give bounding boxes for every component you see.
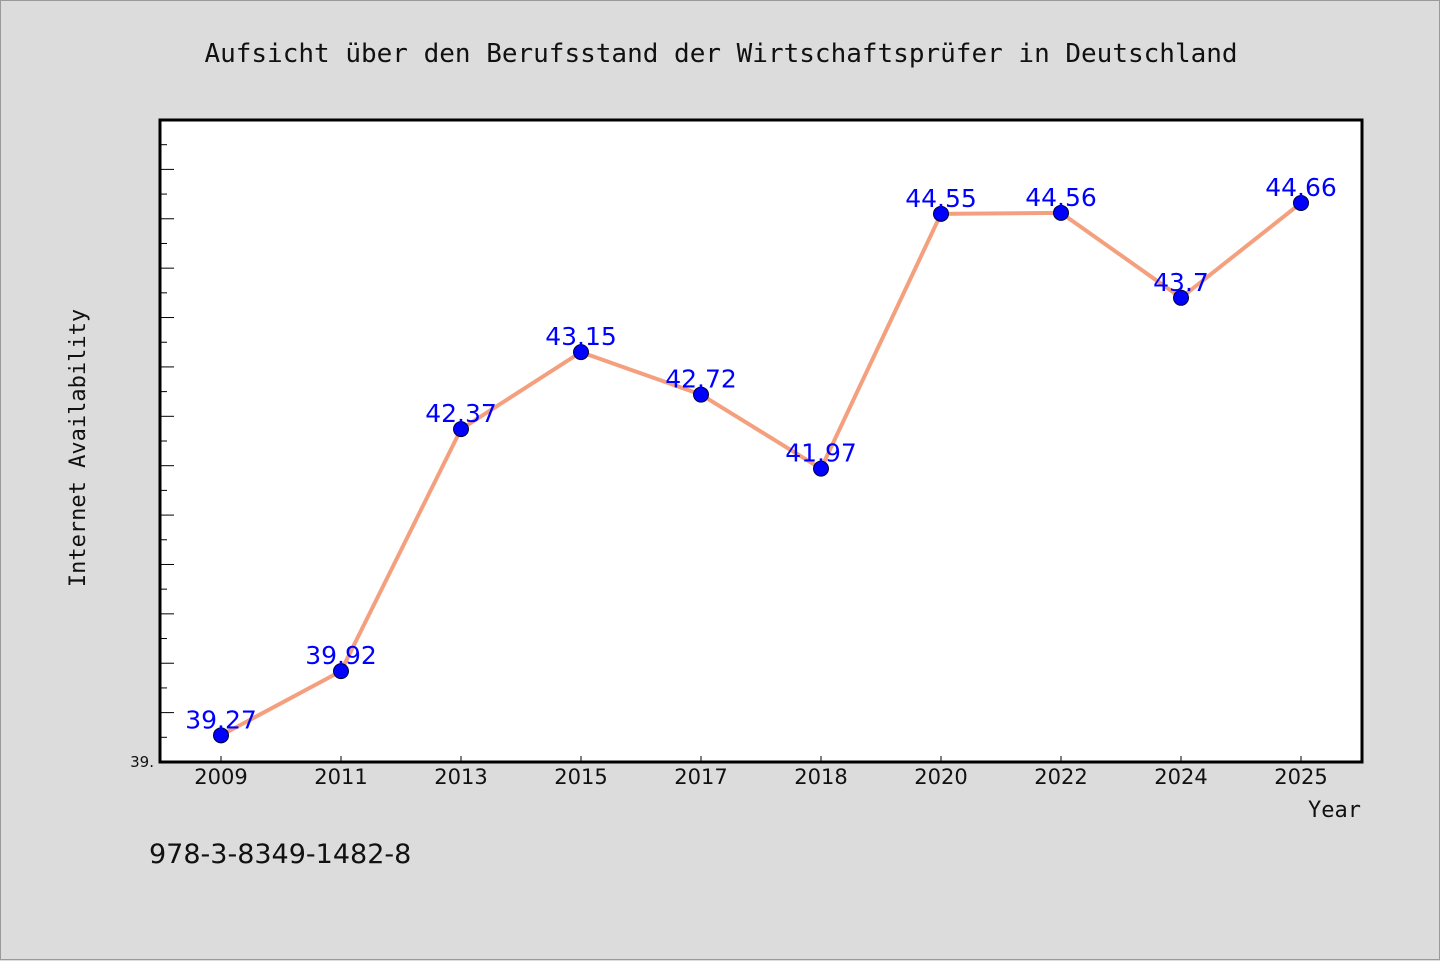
x-tick-label: 2013 [434,765,487,789]
x-axis-label: Year [1308,798,1361,823]
data-label: 39.27 [185,705,257,734]
data-point [933,205,949,222]
data-markers [213,194,1309,744]
data-point [1053,204,1069,221]
series-line [220,201,1303,738]
x-tick-label: 2015 [554,765,607,789]
y-axis-ticks [160,144,174,738]
data-labels: 39.27 39.92 42.37 43.15 42.72 41.97 44.55 44.56… [185,173,1337,734]
data-label: 42.37 [425,399,497,428]
data-label: 44.55 [905,184,977,213]
x-tick-label: 2020 [914,765,967,789]
x-tick-label: 2009 [194,765,247,789]
x-tick-label: 2024 [1154,765,1207,789]
data-label: 42.72 [665,365,737,394]
data-point [693,386,709,403]
data-label: 44.56 [1025,183,1097,212]
data-point [453,421,469,438]
x-tick-label: 2017 [674,765,727,789]
data-label: 43.7 [1153,268,1209,297]
x-tick-label: 2018 [794,765,847,789]
data-point [213,727,229,744]
data-point [813,460,829,477]
plot-area [158,118,1364,764]
x-tick-labels: 2009 2011 2013 2015 2017 2018 2020 2022 2024 2025 [194,765,1327,789]
x-axis-ticks [220,756,1302,762]
y-axis-label: Internet Availability [66,309,91,587]
data-label: 44.66 [1265,173,1337,202]
data-point [1173,289,1189,306]
x-tick-label: 2011 [314,765,367,789]
x-tick-label: 2025 [1274,765,1327,789]
y-axis-min-label: 39. [130,753,154,771]
data-label: 39.92 [305,641,377,670]
chart-title: Aufsicht über den Berufsstand der Wirtsc… [204,39,1237,69]
data-point [573,344,589,361]
x-tick-label: 2022 [1034,765,1087,789]
data-label: 43.15 [545,322,617,351]
isbn-footnote: 978-3-8349-1482-8 [149,839,411,870]
data-point [333,663,349,680]
data-label: 41.97 [785,439,857,468]
data-point [1293,194,1309,211]
